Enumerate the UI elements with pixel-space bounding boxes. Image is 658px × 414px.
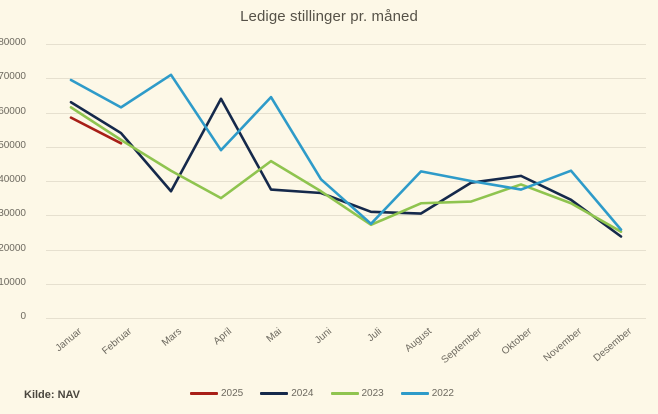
x-axis-tick-label: Juni	[312, 326, 335, 347]
plot-area: 80000 70000 60000 50000 40000 30000 20000 10000…	[0, 37, 646, 366]
legend-swatch-icon	[190, 392, 218, 395]
y-axis-tick-label: 40000	[0, 174, 26, 185]
gridline	[46, 78, 646, 80]
x-axis-tick-label: Juli	[365, 326, 385, 345]
y-axis-tick-label: 10000	[0, 276, 26, 288]
y-axis-tick-label: 20000	[0, 242, 26, 254]
gridline	[46, 283, 646, 285]
chart-legend: 2025 2024 2023 2022	[190, 388, 454, 399]
series-line-2025	[69, 116, 123, 145]
legend-item-2024[interactable]: 2024	[260, 388, 314, 399]
legend-swatch-icon	[260, 392, 289, 395]
x-axis-tick-label: April	[211, 326, 235, 348]
y-axis-tick-label: 0	[20, 311, 26, 322]
y-axis-tick-label: 70000	[0, 71, 26, 83]
page-title: Ledige stillinger pr. måned	[240, 8, 418, 25]
legend-label: 2023	[361, 388, 384, 399]
legend-label: 2025	[221, 388, 244, 399]
gridline	[46, 181, 646, 182]
legend-item-2022[interactable]: 2022	[400, 388, 454, 399]
legend-swatch-icon	[330, 392, 359, 395]
x-axis-tick-label: September	[439, 326, 485, 366]
series-line-2024	[69, 97, 623, 238]
gridline	[46, 249, 646, 251]
gridline	[46, 112, 646, 114]
x-axis-tick-label: Februar	[100, 326, 135, 357]
gridline	[46, 146, 646, 148]
gridline	[46, 318, 646, 319]
gridline	[46, 44, 646, 45]
x-axis-tick-label: Desember	[591, 326, 635, 365]
gridline	[46, 215, 646, 217]
legend-label: 2022	[431, 388, 454, 399]
y-axis-tick-label: 80000	[0, 37, 26, 48]
y-axis-tick-label: 50000	[0, 139, 26, 151]
x-axis-tick-label: August	[403, 326, 435, 355]
source-note: Kilde: NAV	[24, 389, 81, 401]
y-axis-tick-label: 30000	[0, 208, 26, 220]
legend-item-2023[interactable]: 2023	[330, 388, 384, 399]
series-lines	[69, 73, 623, 238]
y-axis-tick-label: 60000	[0, 105, 26, 117]
x-axis-tick-label: Mai	[264, 326, 285, 345]
x-axis-tick-label: Oktober	[499, 326, 535, 358]
legend-item-2025[interactable]: 2025	[190, 388, 243, 399]
series-line-2022	[69, 73, 623, 231]
x-axis-tick-label: Januar	[53, 326, 85, 355]
legend-label: 2024	[291, 388, 314, 399]
legend-swatch-icon	[400, 392, 429, 395]
x-axis-tick-label: Mars	[159, 326, 185, 349]
x-axis-tick-label: November	[541, 326, 585, 365]
